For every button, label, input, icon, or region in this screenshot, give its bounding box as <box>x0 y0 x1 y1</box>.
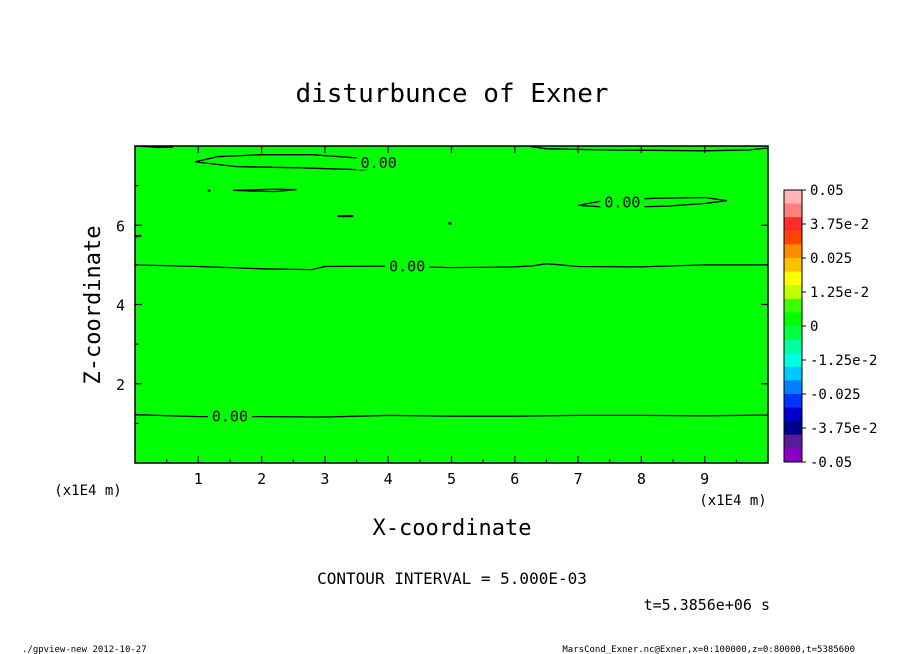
colorbar-swatch <box>784 339 802 354</box>
colorbar-swatch <box>784 271 802 286</box>
contour-line <box>527 145 769 152</box>
contour-label-bg <box>207 406 252 424</box>
colorbar-swatch <box>784 366 802 381</box>
contour-label: 0.00 <box>361 154 397 172</box>
colorbar-swatch <box>784 421 802 436</box>
colorbar-label: -0.025 <box>810 387 861 403</box>
y-tick-label: 6 <box>116 217 125 235</box>
colorbar-swatch <box>784 298 802 313</box>
y-axis-ticks: 2 4 6 <box>116 185 768 424</box>
colorbar-swatch <box>784 230 802 245</box>
colorbar-swatch <box>784 285 802 300</box>
x-axis-ticks: 1 2 3 4 5 6 7 8 9 <box>166 146 737 488</box>
y-tick-label: 2 <box>116 376 125 394</box>
contour-label-bg <box>385 256 430 274</box>
x-tick-label: 8 <box>637 470 646 488</box>
contour-label-bg <box>600 192 645 210</box>
colorbar-swatch <box>784 258 802 273</box>
colorbar-labels: 0.05 3.75e-2 0.025 1.25e-2 0 -1.25e-2 -0.025 -3… <box>802 183 877 471</box>
colorbar-label: 3.75e-2 <box>810 217 869 233</box>
contour-line <box>134 263 768 271</box>
time-stamp: t=5.3856e+06 s <box>644 596 770 614</box>
colorbar-swatch <box>784 244 802 259</box>
contour-label: 0.00 <box>604 193 640 211</box>
colorbar-label: 0 <box>810 319 818 335</box>
colorbar-label: -1.25e-2 <box>810 353 877 369</box>
chart-title: disturbunce of Exner <box>295 79 608 109</box>
footer-left: ./gpview-new 2012-10-27 <box>22 645 147 654</box>
x-axis-label: X-coordinate <box>373 516 532 541</box>
footer-right: MarsCond_Exner.nc@Exner,x=0:100000,z=0:8… <box>562 645 855 654</box>
colorbar-swatch <box>784 407 802 422</box>
colorbar-swatch <box>784 326 802 341</box>
x-tick-label: 6 <box>510 470 519 488</box>
colorbar-swatch <box>784 448 802 463</box>
colorbar-label: 0.025 <box>810 251 852 267</box>
colorbar-swatch <box>784 394 802 409</box>
colorbar-swatch <box>784 203 802 218</box>
colorbar-swatch <box>784 190 802 205</box>
contour-labels: 0.00 0.00 0.00 0.00 <box>207 152 645 425</box>
x-tick-label: 1 <box>194 470 203 488</box>
colorbar-label: -3.75e-2 <box>810 421 877 437</box>
colorbar-swatch <box>784 312 802 327</box>
colorbar-swatch <box>784 353 802 368</box>
contour-loop <box>233 188 297 193</box>
colorbar-swatch <box>784 434 802 449</box>
contour-interval: CONTOUR INTERVAL = 5.000E-03 <box>317 569 587 588</box>
y-axis-unit: (x1E4 m) <box>54 483 121 499</box>
contour-label-bg <box>356 152 401 170</box>
contour-label: 0.00 <box>389 258 425 276</box>
y-axis-label: Z-coordinate <box>81 226 106 385</box>
x-tick-label: 3 <box>320 470 329 488</box>
colorbar-swatch <box>784 217 802 232</box>
x-tick-label: 5 <box>447 470 456 488</box>
x-tick-label: 2 <box>257 470 266 488</box>
x-tick-label: 9 <box>700 470 709 488</box>
x-tick-label: 4 <box>384 470 393 488</box>
colorbar-label: 0.05 <box>810 183 844 199</box>
colorbar-swatch <box>784 380 802 395</box>
contour-label: 0.00 <box>212 407 248 425</box>
x-axis-unit: (x1E4 m) <box>699 493 766 509</box>
colorbar-label: 1.25e-2 <box>810 285 869 301</box>
colorbar <box>783 189 803 463</box>
colorbar-label: -0.05 <box>810 455 852 471</box>
y-tick-label: 4 <box>116 297 125 315</box>
x-tick-label: 7 <box>574 470 583 488</box>
